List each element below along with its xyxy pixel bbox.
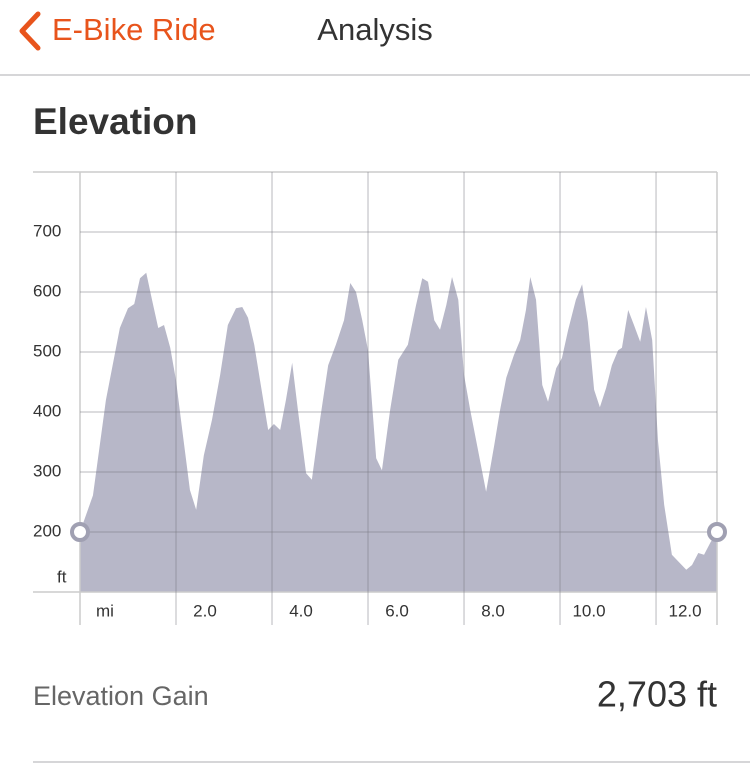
section-title: Elevation bbox=[33, 101, 198, 142]
range-handle[interactable] bbox=[707, 522, 727, 542]
x-tick-label: 8.0 bbox=[481, 601, 505, 620]
x-tick-label: 10.0 bbox=[572, 601, 605, 620]
y-tick-label: 400 bbox=[33, 401, 61, 420]
back-button[interactable]: E-Bike Ride bbox=[52, 12, 216, 47]
stat-label: Elevation Gain bbox=[33, 681, 209, 711]
nav-title: Analysis bbox=[317, 12, 432, 47]
elevation-chart: 200 300 400 500 600 700 2.0 4.0 6.0 8.0 10.0 12.0 ft… bbox=[33, 171, 727, 625]
x-tick-label: 6.0 bbox=[385, 601, 409, 620]
y-tick-label: 200 bbox=[33, 521, 61, 540]
x-tick-label: 4.0 bbox=[289, 601, 313, 620]
y-tick-label: 700 bbox=[33, 221, 61, 240]
y-tick-label: 600 bbox=[33, 281, 61, 300]
x-tick-label: 12.0 bbox=[668, 601, 701, 620]
elevation-area bbox=[80, 272, 717, 592]
back-chevron[interactable] bbox=[19, 11, 41, 51]
x-tick-label: 2.0 bbox=[193, 601, 217, 620]
range-handle[interactable] bbox=[70, 522, 90, 542]
y-tick-label: 300 bbox=[33, 461, 61, 480]
x-unit-label: mi bbox=[96, 601, 114, 620]
y-unit-label: ft bbox=[57, 567, 67, 586]
stat-value: 2,703 ft bbox=[597, 674, 717, 715]
y-tick-label: 500 bbox=[33, 341, 61, 360]
